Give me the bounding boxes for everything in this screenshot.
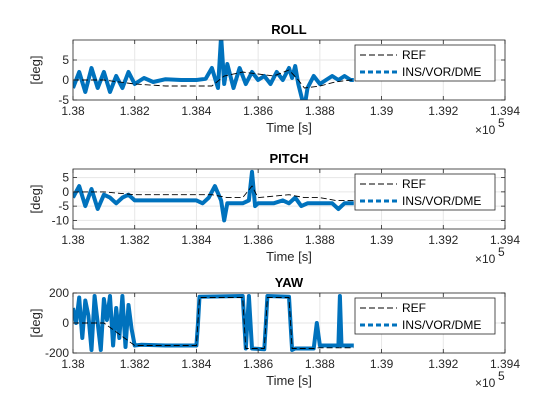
series-ins-vor-dme-line [73,169,354,223]
subplot-pitch: 1.38 1.382 1.384 1.386 1.388 1.39 1.392 1.394 -1… [28,151,520,266]
y-tick-label: 0 [62,185,69,199]
x-tick-label: 1.386 [243,233,273,247]
legend-ins-label: INS/VOR/DME [402,194,481,208]
x-tick-label: 1.394 [490,357,520,371]
x-tick-label: 1.382 [120,233,150,247]
legend-ref-label: REF [402,177,426,191]
series-ref-line [73,185,354,201]
x-tick-label: 1.384 [181,104,211,118]
y-tick-label: 5 [62,171,69,185]
y-axis-label: [deg] [28,309,43,338]
y-axis-label: [deg] [28,185,43,214]
y-tick-label: 0 [62,316,69,330]
chart-title: PITCH [270,151,309,166]
y-tick-label: -200 [45,346,69,360]
y-tick-label: 0 [62,73,69,87]
x-tick-label: 1.394 [490,104,520,118]
x-tick-label: 1.38 [61,357,85,371]
legend-ins-label: INS/VOR/DME [402,318,481,332]
x-exponent-power: 5 [498,245,505,259]
x-axis-label: Time [s] [266,249,312,264]
chart-title: YAW [275,275,304,290]
legend-ins-label: INS/VOR/DME [402,65,481,79]
series-ref-line [73,297,354,349]
axes-box [72,39,506,101]
x-tick-label: 1.38 [61,233,85,247]
x-tick-label: 1.392 [428,233,458,247]
legend-ref-label: REF [402,48,426,62]
x-tick-label: 1.386 [243,104,273,118]
x-tick-label: 1.382 [120,357,150,371]
x-tick-label: 1.392 [428,104,458,118]
axes-box [72,168,506,230]
x-exponent-power: 5 [498,116,505,130]
y-tick-label: -10 [52,213,70,227]
series-group [73,169,354,223]
x-tick-label: 1.388 [305,104,335,118]
x-tick-label: 1.392 [428,357,458,371]
series-group [73,40,354,100]
x-tick-label: 1.39 [370,357,394,371]
y-tick-label: -5 [58,93,69,107]
x-tick-label: 1.38 [61,104,85,118]
legend-box [354,44,496,82]
y-tick-label: -5 [58,199,69,213]
x-exponent-power: 5 [498,369,505,383]
series-group [73,294,354,352]
x-exponent-label: ×10 [475,252,496,266]
x-tick-label: 1.394 [490,233,520,247]
legend-box [354,297,496,335]
x-tick-label: 1.384 [181,233,211,247]
legend-ref-label: REF [402,301,426,315]
x-axis-label: Time [s] [266,373,312,388]
subplot-roll: 1.38 1.382 1.384 1.386 1.388 1.39 1.392 1.394 -5… [28,22,520,137]
x-axis-label: Time [s] [266,120,312,135]
legend-box [354,173,496,211]
x-exponent-label: ×10 [475,123,496,137]
y-tick-label: 5 [62,53,69,67]
x-exponent-label: ×10 [475,376,496,390]
x-tick-label: 1.386 [243,357,273,371]
series-ref-line [73,69,354,89]
legend: REF INS/VOR/DME [354,297,496,335]
y-axis-label: [deg] [28,56,43,85]
x-tick-label: 1.39 [370,104,394,118]
x-tick-label: 1.382 [120,104,150,118]
x-tick-label: 1.388 [305,233,335,247]
y-tick-label: 200 [49,286,69,300]
x-tick-label: 1.388 [305,357,335,371]
subplot-yaw: 1.38 1.382 1.384 1.386 1.388 1.39 1.392 1.394 -2… [28,275,520,390]
chart-title: ROLL [271,22,306,37]
legend: REF INS/VOR/DME [354,173,496,211]
x-tick-label: 1.384 [181,357,211,371]
x-tick-label: 1.39 [370,233,394,247]
legend: REF INS/VOR/DME [354,44,496,82]
